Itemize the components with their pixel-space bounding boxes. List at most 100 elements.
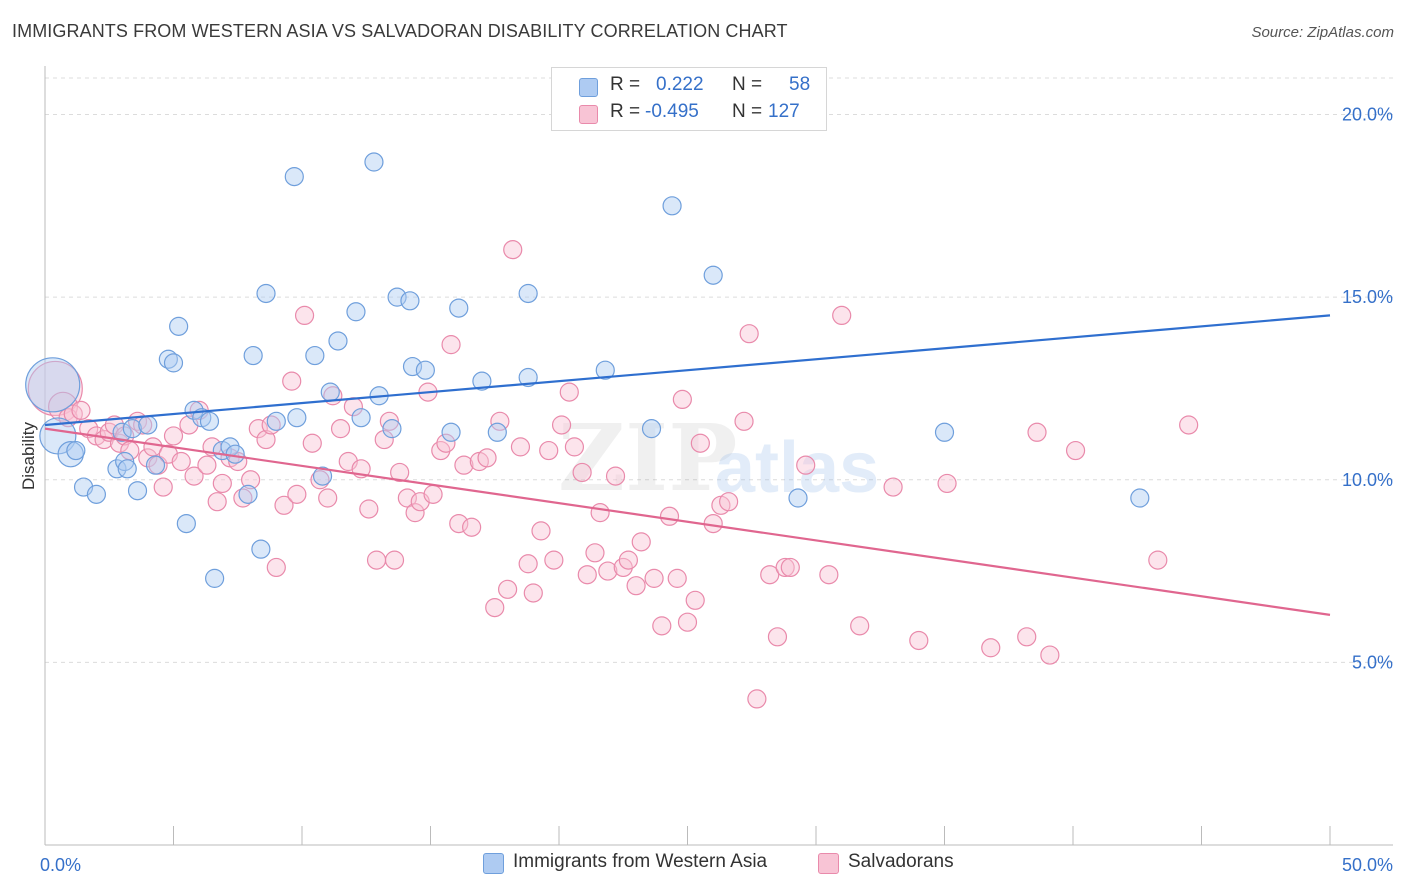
chart-title: IMMIGRANTS FROM WESTERN ASIA VS SALVADOR…	[12, 21, 788, 41]
n-value: 58	[789, 74, 811, 95]
point-western-asia	[176, 513, 196, 534]
point-salvadoran	[184, 466, 204, 486]
y-tick-label: 5.0%	[1352, 652, 1393, 672]
point-western-asia	[641, 419, 662, 439]
point-western-asia	[115, 451, 135, 472]
point-western-asia	[199, 411, 220, 431]
point-salvadoran	[71, 400, 91, 420]
point-salvadoran	[685, 590, 705, 610]
point-salvadoran	[577, 565, 597, 585]
point-salvadoran	[690, 433, 710, 453]
point-salvadoran	[719, 492, 739, 512]
point-salvadoran	[1017, 627, 1037, 647]
point-salvadoran	[163, 426, 184, 446]
point-salvadoran	[819, 565, 839, 585]
point-salvadoran	[477, 448, 497, 468]
point-salvadoran	[1179, 415, 1199, 435]
point-western-asia	[138, 415, 158, 435]
point-salvadoran	[318, 488, 338, 508]
trend-line-western-asia	[44, 314, 1331, 427]
point-salvadoran	[981, 638, 1001, 658]
point-salvadoran	[618, 550, 638, 570]
point-western-asia	[487, 422, 507, 442]
point-salvadoran	[287, 484, 307, 504]
point-salvadoran	[454, 455, 474, 475]
stats-row-salvadorans: R = -0.495 N = 127	[552, 101, 826, 127]
legend-label: Salvadorans	[848, 851, 954, 872]
point-salvadoran	[767, 627, 788, 647]
point-salvadoran	[302, 433, 322, 453]
point-western-asia	[328, 331, 348, 351]
point-western-asia	[387, 287, 407, 307]
trend-line-salvadorans	[44, 427, 1331, 616]
point-salvadoran	[510, 437, 531, 457]
axes	[44, 66, 1393, 846]
point-salvadoran	[739, 324, 759, 344]
point-western-asia	[169, 316, 189, 336]
point-salvadoran	[531, 521, 551, 541]
point-western-asia	[415, 360, 435, 380]
point-salvadoran	[626, 576, 646, 596]
point-western-asia	[66, 440, 86, 461]
point-salvadoran	[197, 455, 217, 475]
point-western-asia	[449, 298, 469, 318]
point-western-asia	[320, 382, 340, 402]
n-label: N =	[732, 74, 763, 95]
y-tick-labels: 5.0% 10.0% 15.0% 20.0%	[1342, 105, 1393, 673]
chart-source: Source: ZipAtlas.com	[1251, 24, 1394, 41]
point-western-asia	[305, 345, 325, 366]
point-western-asia	[364, 152, 384, 172]
y-axis-label: Disability	[19, 421, 38, 490]
stats-row-western-asia: R = 0.222 N = 58	[552, 74, 826, 100]
point-salvadoran	[937, 473, 957, 494]
point-western-asia	[122, 419, 142, 439]
point-western-asia	[127, 481, 148, 501]
point-western-asia	[86, 484, 107, 504]
point-western-asia	[703, 265, 723, 285]
grid-lines	[45, 77, 1393, 663]
point-salvadoran	[212, 473, 232, 494]
point-western-asia	[112, 422, 132, 442]
point-salvadoran	[598, 561, 618, 581]
point-western-asia	[284, 167, 304, 187]
point-western-asia	[1130, 488, 1150, 508]
legend-swatch-blue	[483, 853, 504, 874]
point-salvadoran	[266, 557, 286, 578]
n-value: 127	[768, 101, 800, 122]
point-salvadoran	[379, 411, 399, 431]
point-salvadoran	[359, 499, 379, 519]
point-western-asia	[163, 353, 184, 373]
point-western-asia	[57, 440, 84, 468]
point-salvadoran	[631, 532, 651, 552]
point-western-asia	[472, 371, 492, 391]
watermark-zip: ZIP	[558, 404, 737, 512]
point-western-asia	[934, 422, 955, 442]
stats-legend-box: R = 0.222 N = 58 R = -0.495 N = 127	[551, 67, 827, 131]
legend-label: Immigrants from Western Asia	[513, 851, 768, 872]
point-salvadoran	[832, 305, 852, 326]
point-salvadoran	[233, 488, 253, 508]
point-salvadoran	[503, 240, 523, 260]
point-salvadoran	[775, 557, 795, 578]
point-salvadoran	[423, 484, 443, 504]
x-tick-label: 50.0%	[1342, 855, 1393, 875]
point-salvadoran	[1040, 645, 1060, 665]
point-salvadoran	[652, 616, 672, 636]
point-salvadoran	[310, 470, 330, 490]
point-salvadoran	[274, 495, 294, 515]
point-salvadoran	[248, 419, 268, 439]
point-western-asia	[266, 411, 286, 431]
y-tick-label: 15.0%	[1342, 287, 1393, 307]
point-western-asia	[400, 291, 420, 311]
legend-item-salvadorans: Salvadorans	[818, 851, 978, 877]
point-western-asia	[662, 196, 682, 216]
point-western-asia	[518, 367, 538, 388]
point-salvadoran	[256, 429, 276, 450]
trend-lines	[44, 314, 1331, 616]
point-salvadoran	[171, 451, 191, 472]
legend-swatch-pink	[818, 853, 839, 874]
r-label: R =	[610, 101, 641, 122]
point-salvadoran	[330, 419, 351, 439]
n-label: N =	[732, 101, 763, 122]
